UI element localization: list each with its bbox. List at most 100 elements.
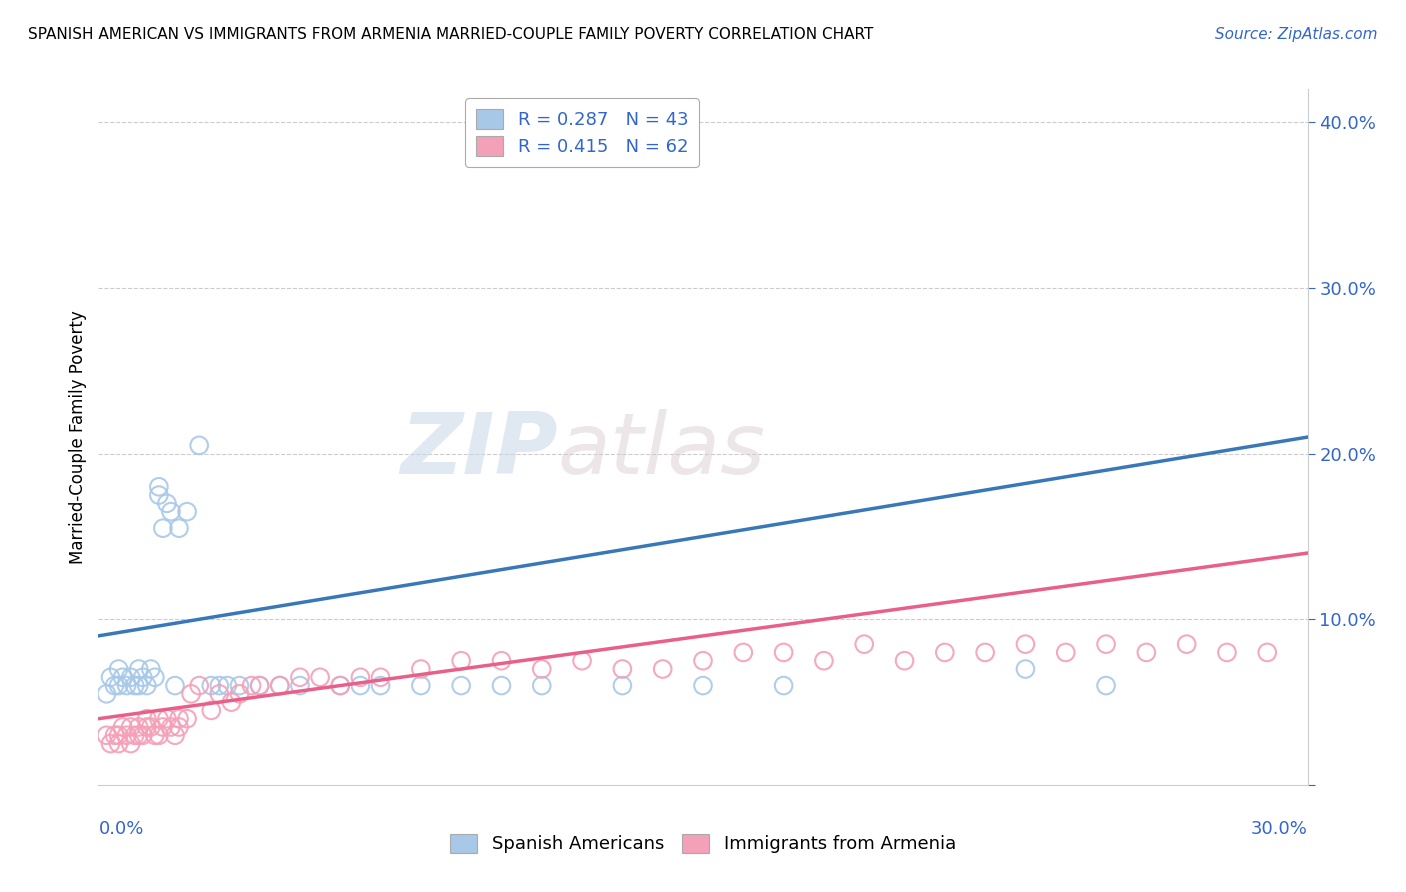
Point bbox=[733, 645, 755, 659]
Legend: R = 0.287   N = 43, R = 0.415   N = 62: R = 0.287 N = 43, R = 0.415 N = 62 bbox=[465, 98, 699, 167]
Point bbox=[692, 654, 714, 668]
Point bbox=[450, 654, 472, 668]
Point bbox=[167, 720, 190, 734]
Point bbox=[1256, 645, 1278, 659]
Point bbox=[124, 679, 146, 693]
Point bbox=[409, 662, 432, 676]
Point bbox=[167, 521, 190, 535]
Point bbox=[612, 679, 634, 693]
Point bbox=[571, 654, 593, 668]
Point bbox=[128, 728, 150, 742]
Point bbox=[491, 679, 513, 693]
Point bbox=[228, 687, 250, 701]
Point bbox=[139, 720, 162, 734]
Point bbox=[124, 728, 146, 742]
Point bbox=[329, 679, 352, 693]
Point bbox=[1095, 637, 1118, 651]
Point bbox=[208, 679, 231, 693]
Point bbox=[143, 728, 166, 742]
Point bbox=[163, 728, 186, 742]
Point bbox=[148, 712, 170, 726]
Point bbox=[111, 720, 134, 734]
Point bbox=[208, 687, 231, 701]
Point bbox=[329, 679, 352, 693]
Point bbox=[128, 720, 150, 734]
Point bbox=[450, 679, 472, 693]
Point bbox=[115, 679, 138, 693]
Point bbox=[148, 728, 170, 742]
Point bbox=[893, 654, 915, 668]
Text: 30.0%: 30.0% bbox=[1251, 820, 1308, 838]
Point bbox=[148, 488, 170, 502]
Point bbox=[349, 670, 371, 684]
Point bbox=[370, 670, 392, 684]
Point bbox=[370, 679, 392, 693]
Point bbox=[1014, 637, 1036, 651]
Point bbox=[107, 737, 129, 751]
Point bbox=[107, 662, 129, 676]
Point bbox=[128, 679, 150, 693]
Point bbox=[128, 662, 150, 676]
Point bbox=[491, 654, 513, 668]
Point bbox=[139, 662, 162, 676]
Point bbox=[100, 670, 122, 684]
Point bbox=[167, 712, 190, 726]
Point bbox=[813, 654, 835, 668]
Point bbox=[135, 679, 157, 693]
Point bbox=[1095, 679, 1118, 693]
Point bbox=[180, 687, 202, 701]
Point bbox=[135, 712, 157, 726]
Point bbox=[132, 670, 155, 684]
Point bbox=[120, 737, 142, 751]
Point bbox=[103, 679, 125, 693]
Point bbox=[152, 720, 174, 734]
Point bbox=[107, 728, 129, 742]
Point bbox=[349, 679, 371, 693]
Point bbox=[120, 720, 142, 734]
Point bbox=[160, 505, 183, 519]
Point bbox=[1216, 645, 1239, 659]
Point bbox=[176, 712, 198, 726]
Point bbox=[96, 728, 118, 742]
Point bbox=[409, 679, 432, 693]
Point bbox=[934, 645, 956, 659]
Point bbox=[156, 712, 179, 726]
Point bbox=[120, 670, 142, 684]
Point bbox=[612, 662, 634, 676]
Point bbox=[1175, 637, 1198, 651]
Point bbox=[269, 679, 291, 693]
Point bbox=[530, 662, 553, 676]
Point bbox=[309, 670, 332, 684]
Point bbox=[160, 720, 183, 734]
Point bbox=[200, 679, 222, 693]
Point bbox=[288, 679, 311, 693]
Point bbox=[1014, 662, 1036, 676]
Point bbox=[200, 703, 222, 717]
Point bbox=[111, 670, 134, 684]
Y-axis label: Married-Couple Family Poverty: Married-Couple Family Poverty bbox=[69, 310, 87, 564]
Point bbox=[530, 679, 553, 693]
Point bbox=[1135, 645, 1157, 659]
Point bbox=[135, 720, 157, 734]
Text: SPANISH AMERICAN VS IMMIGRANTS FROM ARMENIA MARRIED-COUPLE FAMILY POVERTY CORREL: SPANISH AMERICAN VS IMMIGRANTS FROM ARME… bbox=[28, 27, 873, 42]
Point bbox=[188, 438, 211, 452]
Point bbox=[100, 737, 122, 751]
Point bbox=[152, 521, 174, 535]
Point bbox=[772, 645, 794, 659]
Point bbox=[288, 670, 311, 684]
Point bbox=[176, 505, 198, 519]
Point bbox=[115, 728, 138, 742]
Point bbox=[853, 637, 876, 651]
Point bbox=[143, 670, 166, 684]
Point bbox=[163, 679, 186, 693]
Text: Source: ZipAtlas.com: Source: ZipAtlas.com bbox=[1215, 27, 1378, 42]
Point bbox=[228, 679, 250, 693]
Point bbox=[132, 728, 155, 742]
Point bbox=[188, 679, 211, 693]
Point bbox=[772, 679, 794, 693]
Legend: Spanish Americans, Immigrants from Armenia: Spanish Americans, Immigrants from Armen… bbox=[443, 826, 963, 861]
Point bbox=[107, 679, 129, 693]
Point bbox=[249, 679, 271, 693]
Point bbox=[269, 679, 291, 693]
Text: 0.0%: 0.0% bbox=[98, 820, 143, 838]
